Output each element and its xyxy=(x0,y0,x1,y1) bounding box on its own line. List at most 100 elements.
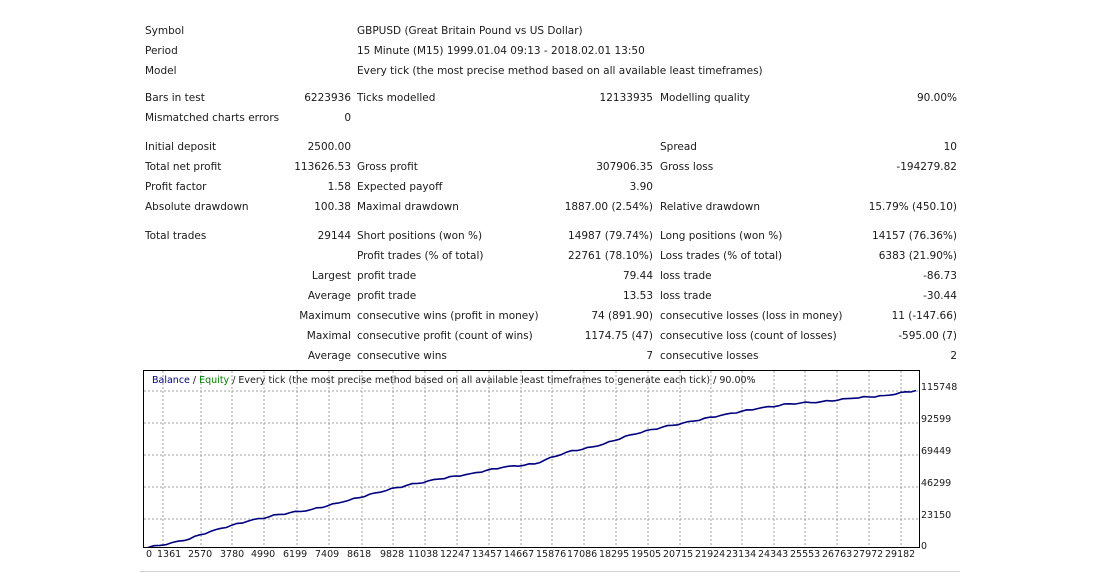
x-tick-label: 2570 xyxy=(188,549,213,560)
legend-sep: / xyxy=(189,375,200,386)
y-tick-label: 115748 xyxy=(921,382,958,393)
x-tick-label: 25553 xyxy=(790,549,821,560)
y-tick-label: 92599 xyxy=(921,414,952,425)
stat-label-3: loss trade xyxy=(660,270,712,282)
x-tick-label: 26763 xyxy=(822,549,853,560)
stat-label-2: Maximal drawdown xyxy=(357,201,459,213)
stat-value-3: 15.79% (450.10) xyxy=(868,201,957,213)
y-tick-label: 46299 xyxy=(921,478,952,489)
stat-value-3: 2 xyxy=(950,350,957,362)
x-tick-label: 20715 xyxy=(663,549,694,560)
stat-value-1: 2500.00 xyxy=(307,141,351,153)
stat-value-2: 74 (891.90) xyxy=(591,310,653,322)
stat-label-2: profit trade xyxy=(357,270,417,282)
stat-label-1: Bars in test xyxy=(145,92,205,104)
stat-label-2: consecutive wins xyxy=(357,350,447,362)
stat-value-1: Maximal xyxy=(306,330,351,342)
stat-value-1: Average xyxy=(307,290,351,302)
stat-value-1: 1.58 xyxy=(327,181,351,193)
x-tick-label: 1361 xyxy=(157,549,182,560)
stat-value-2: 12133935 xyxy=(599,92,653,104)
x-tick-label: 14667 xyxy=(504,549,535,560)
symbol-value: GBPUSD (Great Britain Pound vs US Dollar… xyxy=(357,25,583,37)
stat-value-1: 113626.53 xyxy=(294,161,351,173)
legend-rest: / Every tick (the most precise method ba… xyxy=(229,375,756,386)
x-tick-label: 11038 xyxy=(408,549,439,560)
stat-value-2: 79.44 xyxy=(622,270,653,282)
balance-line xyxy=(147,389,917,547)
x-tick-label: 0 xyxy=(146,549,153,560)
stat-label-1: Absolute drawdown xyxy=(145,201,249,213)
model-value: Every tick (the most precise method base… xyxy=(357,65,763,77)
x-tick-label: 27972 xyxy=(853,549,884,560)
stat-value-1: 29144 xyxy=(317,230,351,242)
stat-label-3: consecutive losses (loss in money) xyxy=(660,310,843,322)
x-tick-label: 17086 xyxy=(567,549,598,560)
chart-legend: Balance / Equity / Every tick (the most … xyxy=(152,375,756,386)
stat-label-2: Gross profit xyxy=(357,161,418,173)
stat-label-1: Total trades xyxy=(145,230,207,242)
stat-value-3: 10 xyxy=(943,141,957,153)
stat-label-2: consecutive wins (profit in money) xyxy=(357,310,539,322)
stat-value-1: 100.38 xyxy=(314,201,351,213)
x-tick-label: 23134 xyxy=(726,549,757,560)
stat-label-2: consecutive profit (count of wins) xyxy=(357,330,533,342)
x-tick-label: 8618 xyxy=(347,549,372,560)
period-label: Period xyxy=(145,45,178,57)
stat-value-3: 6383 (21.90%) xyxy=(878,250,957,262)
balance-chart: Balance / Equity / Every tick (the most … xyxy=(140,368,960,572)
stat-value-2: 22761 (78.10%) xyxy=(568,250,653,262)
stat-value-3: -86.73 xyxy=(923,270,957,282)
stat-label-1: Profit factor xyxy=(145,181,207,193)
x-tick-label: 21924 xyxy=(695,549,726,560)
stat-label-3: Loss trades (% of total) xyxy=(660,250,783,262)
stat-value-1: Average xyxy=(307,350,351,362)
stat-label-3: Spread xyxy=(660,141,697,153)
symbol-label: Symbol xyxy=(145,25,185,37)
y-tick-label: 69449 xyxy=(921,446,952,457)
stat-label-2: Profit trades (% of total) xyxy=(357,250,484,262)
stat-value-2: 3.90 xyxy=(629,181,653,193)
stat-label-2: profit trade xyxy=(357,290,417,302)
stat-value-2: 7 xyxy=(646,350,653,362)
x-tick-label: 19505 xyxy=(631,549,662,560)
y-tick-label: 0 xyxy=(921,541,928,552)
stat-value-1: Maximum xyxy=(299,310,351,322)
stat-value-2: 13.53 xyxy=(622,290,653,302)
stat-value-2: 1174.75 (47) xyxy=(584,330,653,342)
y-tick-label: 23150 xyxy=(921,510,952,521)
stat-value-3: -194279.82 xyxy=(896,161,957,173)
x-tick-label: 6199 xyxy=(283,549,308,560)
stat-label-1: Initial deposit xyxy=(145,141,217,153)
x-tick-label: 12247 xyxy=(440,549,471,560)
stat-value-1: Largest xyxy=(311,270,351,282)
stat-value-2: 14987 (79.74%) xyxy=(568,230,653,242)
x-tick-label: 3780 xyxy=(220,549,245,560)
stat-label-3: Modelling quality xyxy=(660,92,750,104)
stat-value-1: 6223936 xyxy=(304,92,351,104)
stat-value-2: 307906.35 xyxy=(596,161,653,173)
stat-value-3: -595.00 (7) xyxy=(898,330,957,342)
x-tick-label: 4990 xyxy=(251,549,276,560)
chart-svg xyxy=(144,371,919,547)
x-tick-label: 9828 xyxy=(380,549,405,560)
legend-balance: Balance xyxy=(152,375,190,386)
period-value: 15 Minute (M15) 1999.01.04 09:13 - 2018.… xyxy=(357,45,645,57)
stat-value-1: 0 xyxy=(344,112,351,124)
stat-label-1: Mismatched charts errors xyxy=(145,112,280,124)
x-tick-label: 7409 xyxy=(315,549,340,560)
report-title-cut xyxy=(0,0,1094,4)
stat-label-2: Expected payoff xyxy=(357,181,443,193)
stat-label-3: consecutive loss (count of losses) xyxy=(660,330,837,342)
stat-label-3: Relative drawdown xyxy=(660,201,761,213)
stat-label-2: Short positions (won %) xyxy=(357,230,483,242)
x-tick-label: 18295 xyxy=(599,549,630,560)
legend-equity: Equity xyxy=(199,375,230,386)
model-label: Model xyxy=(145,65,177,77)
stat-label-3: consecutive losses xyxy=(660,350,759,362)
stat-value-3: 14157 (76.36%) xyxy=(872,230,957,242)
stat-label-2: Ticks modelled xyxy=(357,92,436,104)
chart-plot-area: Balance / Equity / Every tick (the most … xyxy=(143,370,920,548)
x-tick-label: 29182 xyxy=(885,549,916,560)
stat-label-3: Gross loss xyxy=(660,161,714,173)
